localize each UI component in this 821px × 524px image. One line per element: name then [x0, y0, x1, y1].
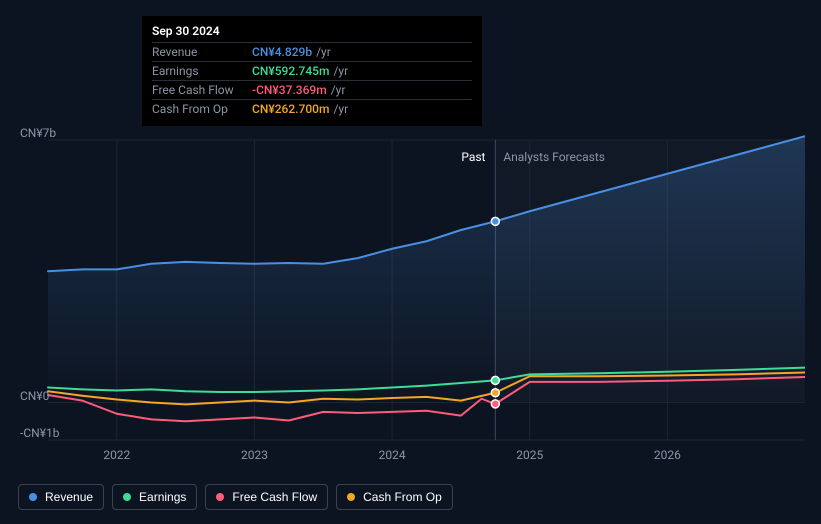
- y-axis-label: -CN¥1b: [20, 426, 59, 440]
- tooltip-row-value: -CN¥37.369m: [252, 83, 327, 97]
- x-axis-label: 2023: [241, 448, 268, 462]
- data-tooltip: Sep 30 2024 RevenueCN¥4.829b/yrEarningsC…: [142, 16, 482, 126]
- chart-svg: [18, 120, 805, 450]
- x-axis-label: 2024: [379, 448, 406, 462]
- legend-item[interactable]: Free Cash Flow: [205, 484, 328, 510]
- y-axis-label: CN¥0: [20, 389, 49, 403]
- tooltip-row-label: Free Cash Flow: [152, 83, 252, 97]
- legend-item[interactable]: Earnings: [112, 484, 197, 510]
- tooltip-row: Cash From OpCN¥262.700m/yr: [152, 99, 472, 118]
- legend-label: Revenue: [45, 490, 93, 504]
- legend-item[interactable]: Revenue: [18, 484, 104, 510]
- tooltip-row: RevenueCN¥4.829b/yr: [152, 42, 472, 61]
- tooltip-row: EarningsCN¥592.745m/yr: [152, 61, 472, 80]
- marker-dot: [491, 376, 499, 384]
- tooltip-row-unit: /yr: [316, 45, 331, 59]
- tooltip-row-label: Cash From Op: [152, 102, 252, 116]
- past-section-label: Past: [461, 150, 485, 164]
- tooltip-row-value: CN¥262.700m: [252, 102, 329, 116]
- legend-dot-icon: [216, 493, 224, 501]
- legend-dot-icon: [123, 493, 131, 501]
- legend-label: Free Cash Flow: [232, 490, 317, 504]
- tooltip-row-unit: /yr: [333, 64, 348, 78]
- legend-label: Earnings: [139, 490, 186, 504]
- chart-container: Sep 30 2024 RevenueCN¥4.829b/yrEarningsC…: [0, 0, 821, 524]
- tooltip-row-label: Earnings: [152, 64, 252, 78]
- tooltip-row-unit: /yr: [333, 102, 348, 116]
- tooltip-row: Free Cash Flow-CN¥37.369m/yr: [152, 80, 472, 99]
- x-axis-label: 2026: [654, 448, 681, 462]
- legend-label: Cash From Op: [363, 490, 442, 504]
- y-axis-label: CN¥7b: [20, 126, 56, 140]
- tooltip-row-unit: /yr: [331, 83, 346, 97]
- marker-dot: [491, 400, 499, 408]
- tooltip-row-value: CN¥4.829b: [252, 45, 312, 59]
- legend-dot-icon: [347, 493, 355, 501]
- tooltip-date: Sep 30 2024: [152, 24, 472, 42]
- legend: Revenue Earnings Free Cash Flow Cash From O…: [18, 484, 453, 510]
- legend-dot-icon: [29, 493, 37, 501]
- legend-item[interactable]: Cash From Op: [336, 484, 453, 510]
- forecast-section-label: Analysts Forecasts: [503, 150, 605, 164]
- marker-dot: [491, 389, 499, 397]
- tooltip-row-value: CN¥592.745m: [252, 64, 329, 78]
- chart-area: CN¥7bCN¥0-CN¥1b 20222023202420252026 Pas…: [18, 120, 805, 450]
- x-axis-label: 2022: [103, 448, 130, 462]
- tooltip-row-label: Revenue: [152, 45, 252, 59]
- x-axis-label: 2025: [516, 448, 543, 462]
- marker-dot: [491, 217, 499, 225]
